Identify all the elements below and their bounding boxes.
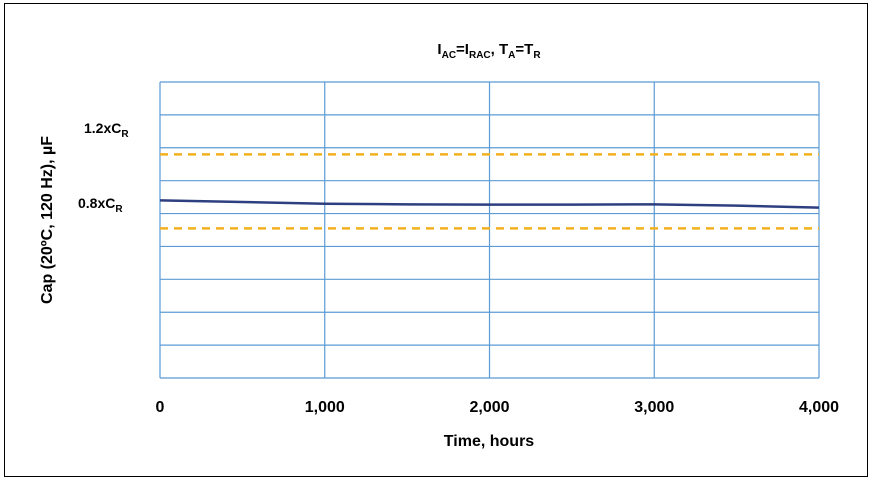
x-tick-label: 4,000 — [799, 399, 839, 416]
x-tick-label: 3,000 — [634, 399, 674, 416]
x-tick-label: 1,000 — [305, 399, 345, 416]
series-line-0 — [159, 199, 820, 209]
x-tick-label: 2,000 — [469, 399, 509, 416]
reference-lines — [160, 153, 819, 230]
grid — [159, 81, 820, 379]
x-axis-label: Time, hours — [444, 433, 534, 450]
ref-label-lower: 0.8xCR — [78, 195, 123, 215]
chart-title: IAC=IRAC, TA=TR — [437, 41, 541, 61]
x-tick-label: 0 — [156, 399, 165, 416]
x-tick-labels: 0 1,000 2,000 3,000 4,000 — [156, 399, 840, 416]
y-axis-label: Cap (20ºC, 120 Hz), µF — [39, 136, 56, 304]
series-layer — [159, 199, 820, 209]
ref-label-upper: 1.2xCR — [84, 120, 129, 140]
